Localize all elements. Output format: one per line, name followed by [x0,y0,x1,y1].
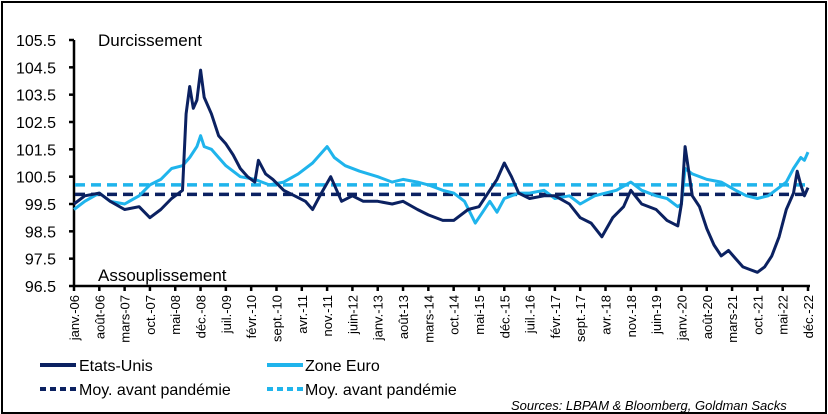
x-tick-label: déc.-08 [194,295,209,338]
x-tick-label: déc.-22 [801,295,816,338]
legend-item-euro: Zone Euro [267,358,380,375]
y-tick-label: 101.5 [16,142,56,159]
x-tick-label: oct.-14 [447,295,462,335]
x-tick-label: nov.-18 [624,295,639,337]
legend-label-us-avg: Moy. avant pandémie [79,382,231,399]
us-series-line [73,68,810,274]
x-tick-label: juil.-16 [523,295,538,334]
x-tick-label: juil.-09 [219,295,234,334]
legend-item-us-avg: Moy. avant pandémie [40,382,231,399]
annotation-bottom: Assouplissement [98,266,227,285]
x-tick-label: juin-19 [649,295,664,335]
y-tick-label: 102.5 [16,115,56,132]
x-axis: janv.-06 août-06 mars-07 oct.-07 mai-08 déc.-… [67,284,816,343]
y-axis: 105.5 104.5 103.5 102.5 101.5 100.5 99.5 98.5 97… [16,33,76,296]
x-tick-label: nov.-11 [320,295,335,336]
x-tick-label: mai-22 [776,295,791,335]
y-tick-label: 104.5 [16,60,56,77]
plot-area [73,68,810,274]
euro-series-line [73,134,810,225]
legend-item-us: Etats-Unis [40,358,153,375]
x-tick-label: janv.-20 [674,295,689,341]
y-tick-label: 103.5 [16,88,56,105]
legend-label-euro: Zone Euro [305,358,380,375]
x-tick-label: janv.-06 [67,295,82,341]
source-note: Sources: LBPAM & Bloomberg, Goldman Sack… [511,398,787,413]
legend-label-euro-avg: Moy. avant pandémie [305,382,457,399]
y-tick-label: 96.5 [25,279,56,296]
x-tick-label: août-06 [92,295,107,339]
legend-label-us: Etats-Unis [79,358,153,375]
x-tick-label: mai-08 [168,295,183,335]
x-tick-label: oct.-21 [750,295,765,335]
x-tick-label: oct.-07 [143,295,158,335]
x-tick-label: mars-07 [118,295,133,343]
x-tick-label: mai-15 [472,295,487,335]
y-tick-label: 97.5 [25,252,56,269]
annotation-top: Durcissement [98,31,202,50]
x-tick-label: févr.-17 [548,295,563,338]
y-tick-label: 100.5 [16,170,56,187]
x-tick-label: mars-21 [725,295,740,343]
x-tick-label: avr.-11 [295,295,310,334]
y-tick-label: 105.5 [16,33,56,50]
legend: Etats-Unis Zone Euro Moy. avant pandémie… [40,358,457,399]
x-tick-label: sept.-17 [573,295,588,342]
y-tick-label: 98.5 [25,224,56,241]
x-tick-label: juin-12 [345,295,360,335]
x-tick-label: janv.-13 [371,295,386,341]
x-tick-label: avr.-18 [599,295,614,335]
x-tick-label: mars-14 [421,295,436,343]
y-tick-label: 99.5 [25,197,56,214]
x-tick-label: févr.-10 [244,295,259,338]
x-tick-label: août-20 [700,295,715,339]
x-tick-label: août-13 [396,295,411,339]
x-tick-label: sept.-10 [269,295,284,342]
legend-item-euro-avg: Moy. avant pandémie [267,382,457,399]
x-tick-label: déc.-15 [497,295,512,338]
